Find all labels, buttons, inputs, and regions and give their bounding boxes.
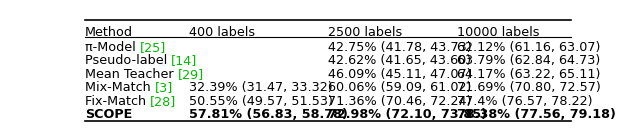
Text: 46.09% (45.11, 47.07): 46.09% (45.11, 47.07): [328, 68, 472, 81]
Text: Method: Method: [85, 26, 133, 39]
Text: 10000 labels: 10000 labels: [457, 26, 540, 39]
Text: 63.79% (62.84, 64.73): 63.79% (62.84, 64.73): [457, 54, 600, 67]
Text: [3]: [3]: [155, 81, 173, 94]
Text: 71.69% (70.80, 72.57): 71.69% (70.80, 72.57): [457, 81, 601, 94]
Text: Mean Teacher: Mean Teacher: [85, 68, 177, 81]
Text: [14]: [14]: [172, 54, 198, 67]
Text: 57.81% (56.83, 58.78): 57.81% (56.83, 58.78): [189, 108, 348, 121]
Text: 62.12% (61.16, 63.07): 62.12% (61.16, 63.07): [457, 41, 600, 54]
Text: SCOPE: SCOPE: [85, 108, 132, 121]
Text: [25]: [25]: [140, 41, 166, 54]
Text: Pseudo-label: Pseudo-label: [85, 54, 172, 67]
Text: 400 labels: 400 labels: [189, 26, 255, 39]
Text: 72.98% (72.10, 73.85): 72.98% (72.10, 73.85): [328, 108, 487, 121]
Text: 50.55% (49.57, 51.53): 50.55% (49.57, 51.53): [189, 95, 333, 108]
Text: 32.39% (31.47, 33.32): 32.39% (31.47, 33.32): [189, 81, 333, 94]
Text: 42.62% (41.65, 43.60): 42.62% (41.65, 43.60): [328, 54, 471, 67]
Text: π-Model: π-Model: [85, 41, 140, 54]
Text: 77.4% (76.57, 78.22): 77.4% (76.57, 78.22): [457, 95, 593, 108]
Text: 60.06% (59.09, 61.02): 60.06% (59.09, 61.02): [328, 81, 472, 94]
Text: Mix-Match: Mix-Match: [85, 81, 155, 94]
Text: 71.36% (70.46, 72.24): 71.36% (70.46, 72.24): [328, 95, 472, 108]
Text: [29]: [29]: [177, 68, 204, 81]
Text: 64.17% (63.22, 65.11): 64.17% (63.22, 65.11): [457, 68, 600, 81]
Text: 42.75% (41.78, 43.73): 42.75% (41.78, 43.73): [328, 41, 472, 54]
Text: [28]: [28]: [150, 95, 177, 108]
Text: Fix-Match: Fix-Match: [85, 95, 150, 108]
Text: 2500 labels: 2500 labels: [328, 26, 403, 39]
Text: 78.38% (77.56, 79.18): 78.38% (77.56, 79.18): [457, 108, 616, 121]
